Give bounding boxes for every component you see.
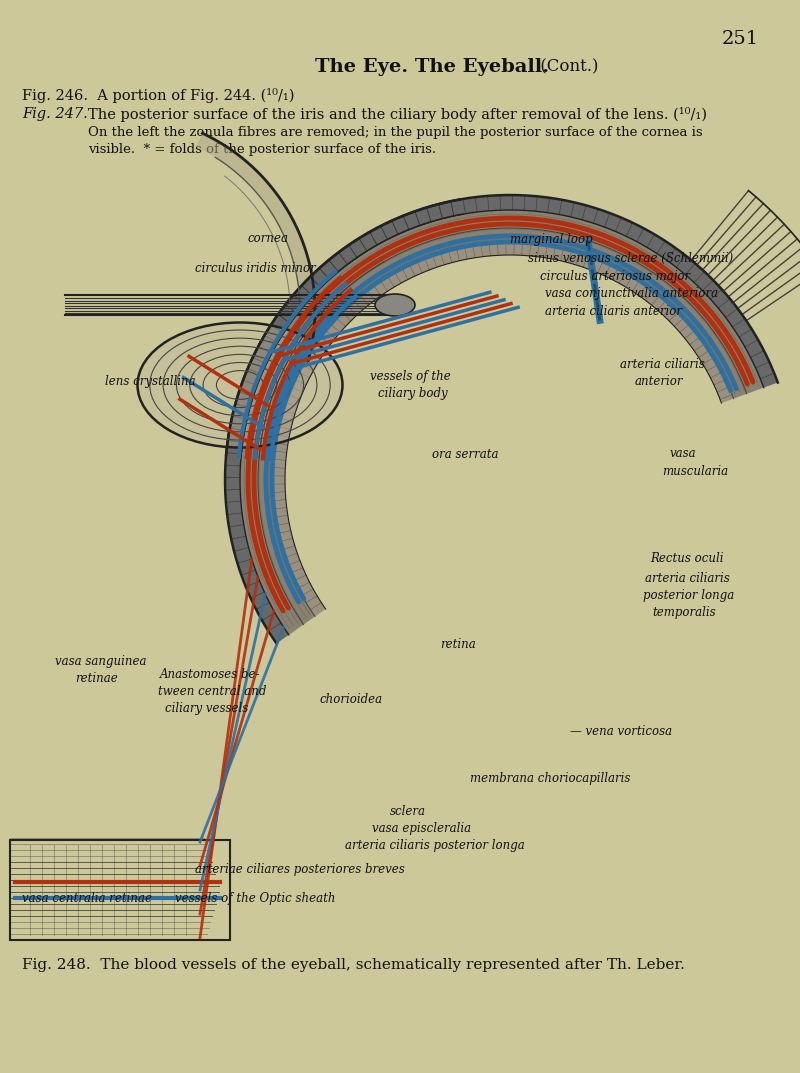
Text: ora serrata: ora serrata bbox=[432, 449, 498, 461]
Text: cornea: cornea bbox=[248, 232, 289, 245]
Text: The Eye. The Eyeball.: The Eye. The Eyeball. bbox=[315, 58, 549, 76]
Text: vasa: vasa bbox=[670, 447, 697, 460]
Text: sclera: sclera bbox=[390, 805, 426, 818]
Text: arteria ciliaris: arteria ciliaris bbox=[620, 358, 705, 371]
Text: Rectus oculi: Rectus oculi bbox=[650, 552, 723, 565]
Text: membrana choriocapillaris: membrana choriocapillaris bbox=[470, 771, 630, 785]
Text: arteriae ciliares posteriores breves: arteriae ciliares posteriores breves bbox=[195, 863, 405, 876]
Polygon shape bbox=[196, 133, 315, 361]
Text: tween central and: tween central and bbox=[158, 685, 266, 699]
Text: circulus iridis minor: circulus iridis minor bbox=[195, 262, 316, 275]
Text: muscularia: muscularia bbox=[662, 465, 728, 477]
Text: arteria ciliaris posterior longa: arteria ciliaris posterior longa bbox=[345, 839, 525, 852]
Polygon shape bbox=[272, 242, 734, 617]
Text: vasa sanguinea: vasa sanguinea bbox=[55, 655, 146, 668]
Text: visible.  * = folds of the posterior surface of the iris.: visible. * = folds of the posterior surf… bbox=[88, 143, 436, 156]
Text: circulus arteriosus major: circulus arteriosus major bbox=[540, 270, 690, 283]
Text: sinus venosus sclerae (Schlemmii): sinus venosus sclerae (Schlemmii) bbox=[528, 252, 734, 265]
Text: On the left the zonula fibres are removed; in the pupil the posterior surface of: On the left the zonula fibres are remove… bbox=[88, 126, 702, 139]
Text: retina: retina bbox=[440, 638, 476, 651]
Polygon shape bbox=[226, 200, 463, 456]
Text: lens crystallina: lens crystallina bbox=[105, 374, 196, 388]
Text: temporalis: temporalis bbox=[652, 606, 716, 619]
Text: vasa episcleralia: vasa episcleralia bbox=[372, 822, 471, 835]
Polygon shape bbox=[240, 210, 764, 635]
Text: Fig. 247.: Fig. 247. bbox=[22, 107, 88, 121]
Ellipse shape bbox=[138, 323, 342, 447]
Text: ciliary body: ciliary body bbox=[378, 387, 448, 400]
Polygon shape bbox=[285, 255, 722, 609]
Text: The posterior surface of the iris and the ciliary body after removal of the lens: The posterior surface of the iris and th… bbox=[88, 107, 707, 122]
Text: chorioidea: chorioidea bbox=[320, 693, 383, 706]
Text: Fig. 246.  A portion of Fig. 244. (¹⁰/₁): Fig. 246. A portion of Fig. 244. (¹⁰/₁) bbox=[22, 88, 294, 103]
Text: arteria ciliaris: arteria ciliaris bbox=[645, 572, 730, 585]
Polygon shape bbox=[225, 195, 778, 644]
Polygon shape bbox=[241, 246, 391, 459]
Text: anterior: anterior bbox=[635, 374, 683, 388]
Text: 251: 251 bbox=[722, 30, 758, 48]
Ellipse shape bbox=[375, 294, 415, 317]
Text: vessels of the: vessels of the bbox=[370, 370, 450, 383]
Text: — vena vorticosa: — vena vorticosa bbox=[570, 725, 672, 738]
Text: ciliary vessels: ciliary vessels bbox=[165, 702, 248, 715]
Text: Fig. 248.  The blood vessels of the eyeball, schematically represented after Th.: Fig. 248. The blood vessels of the eyeba… bbox=[22, 958, 685, 972]
Text: vasa centralia retinae: vasa centralia retinae bbox=[22, 892, 152, 905]
Text: vessels of the Optic sheath: vessels of the Optic sheath bbox=[175, 892, 335, 905]
Text: (Cont.): (Cont.) bbox=[535, 58, 598, 75]
Text: arteria ciliaris anterior: arteria ciliaris anterior bbox=[545, 305, 682, 318]
Text: Anastomoses be-: Anastomoses be- bbox=[160, 668, 261, 681]
Text: posterior longa: posterior longa bbox=[643, 589, 734, 602]
Text: marginal loop: marginal loop bbox=[510, 233, 593, 246]
Text: vasa conjunctivalia anteriora: vasa conjunctivalia anteriora bbox=[545, 286, 718, 300]
Text: retinae: retinae bbox=[75, 672, 118, 685]
